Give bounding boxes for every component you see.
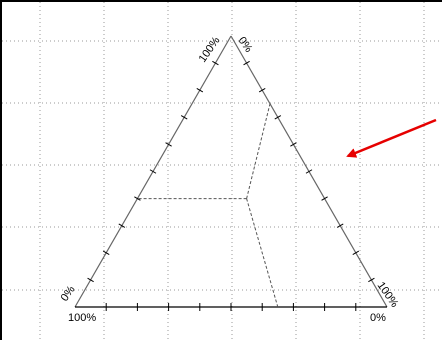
tick-right-side <box>290 142 297 147</box>
dashed-line-to-base <box>246 198 279 308</box>
tick-right-side <box>274 115 282 120</box>
tick-right-side <box>321 196 328 201</box>
tick-right-side <box>305 169 313 174</box>
composition-lines <box>137 103 279 308</box>
tick-left-side <box>212 60 219 66</box>
tick-right-side <box>352 250 360 255</box>
apex-right-label: 0% <box>236 35 255 55</box>
tick-left-side <box>165 142 172 147</box>
tick-right-side <box>243 60 250 66</box>
dashed-line-to-right-side <box>246 103 271 199</box>
tick-left-side <box>118 223 126 228</box>
axis-ticks <box>87 60 375 311</box>
tick-left-side <box>87 277 94 283</box>
bottom-left-side-label: 0% <box>59 284 78 304</box>
tick-left-side <box>196 88 204 93</box>
tick-right-side <box>336 223 344 228</box>
tick-left-side <box>149 169 157 174</box>
apex-left-label: 100% <box>197 35 223 65</box>
ternary-triangle <box>74 35 388 308</box>
red-arrow <box>346 118 437 158</box>
bottom-right-side-label: 100% <box>375 280 401 310</box>
bottom-left-base-label: 100% <box>68 312 96 324</box>
tick-right-side <box>368 277 375 283</box>
tick-right-side <box>258 88 266 93</box>
tick-left-side <box>102 250 110 255</box>
tick-left-side <box>180 115 188 120</box>
tick-left-side <box>134 196 141 201</box>
bottom-right-base-label: 0% <box>370 312 386 324</box>
